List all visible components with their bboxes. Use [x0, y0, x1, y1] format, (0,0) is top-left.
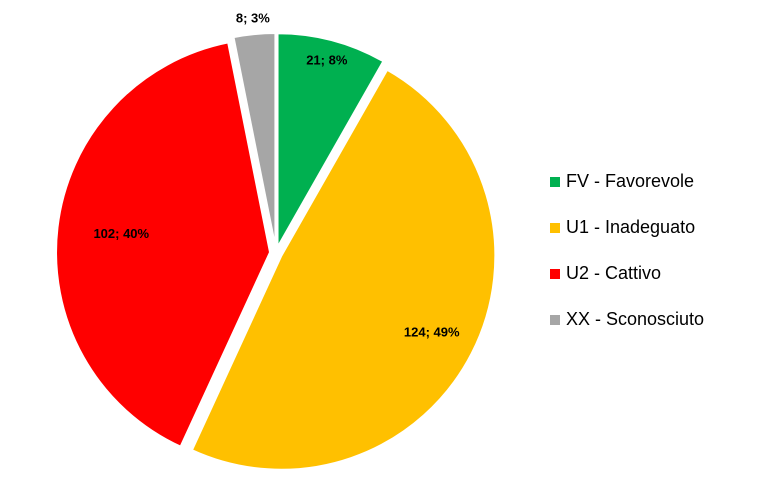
legend-swatch	[550, 177, 560, 187]
legend-label: FV - Favorevole	[566, 171, 694, 191]
data-label: 124; 49%	[404, 324, 460, 339]
pie-slice	[232, 32, 277, 248]
legend-swatch	[550, 315, 560, 325]
legend-label: U2 - Cattivo	[566, 263, 661, 283]
legend-label: U1 - Inadeguato	[566, 217, 695, 237]
legend-swatch	[550, 223, 560, 233]
data-label: 102; 40%	[93, 226, 149, 241]
data-label: 8; 3%	[236, 11, 270, 26]
data-label: 21; 8%	[306, 52, 348, 67]
pie-slice	[190, 68, 497, 471]
pie-slice	[55, 41, 272, 449]
legend-swatch	[550, 269, 560, 279]
legend-label: XX - Sconosciuto	[566, 309, 704, 329]
pie-slice	[276, 32, 385, 251]
